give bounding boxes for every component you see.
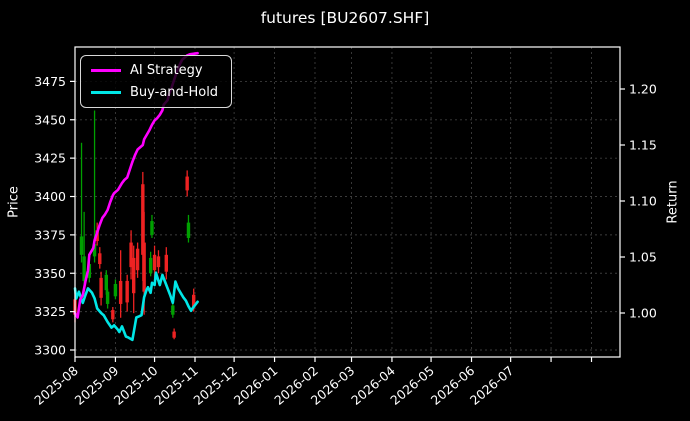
- candle-body: [150, 221, 154, 235]
- candle-body: [186, 222, 191, 238]
- candle-body: [129, 242, 133, 268]
- x-tick-label: 2026-01: [231, 363, 281, 408]
- x-tick-label: 2026-05: [387, 363, 437, 408]
- x-tick-label: 2025-10: [111, 363, 161, 408]
- candle-body: [185, 176, 189, 191]
- candle-body: [118, 280, 123, 304]
- candle-body: [105, 291, 110, 304]
- candle-body: [135, 248, 140, 271]
- candle-body: [125, 280, 129, 303]
- candle-body: [111, 310, 115, 320]
- candle-body: [156, 256, 161, 268]
- x-tick-label: 2026-07: [467, 363, 517, 408]
- candle-body: [164, 254, 169, 272]
- y-tick-label-left: 3450: [34, 112, 66, 127]
- y-tick-label-right: 1.10: [629, 194, 657, 209]
- legend: AI Strategy Buy-and-Hold: [80, 55, 233, 108]
- y-tick-label-right: 1.05: [629, 250, 657, 265]
- candle-body: [171, 305, 175, 315]
- candle-body: [191, 294, 196, 308]
- x-tick-label: 2025-08: [31, 363, 81, 408]
- candle-body: [152, 254, 157, 271]
- candle-body: [79, 236, 84, 255]
- candle-body: [141, 184, 145, 255]
- candle-body: [104, 274, 109, 291]
- candle-body: [148, 257, 153, 274]
- x-tick-label: 2025-12: [190, 363, 240, 408]
- legend-label: AI Strategy: [130, 63, 203, 78]
- legend-label: Buy-and-Hold: [130, 85, 219, 100]
- buy-and-hold-line: [73, 271, 199, 342]
- buy-and-hold-line-swatch: [91, 91, 121, 94]
- y-tick-label-right: 1.20: [629, 82, 657, 97]
- y-tick-label-left: 3300: [34, 343, 66, 358]
- candle-body: [87, 264, 92, 278]
- candle-body: [131, 257, 136, 294]
- y-tick-label-right: 1.15: [629, 138, 657, 153]
- candle-body: [82, 256, 86, 281]
- legend-item-buy-and-hold: Buy-and-Hold: [91, 85, 218, 100]
- axes-spines: [74, 46, 621, 358]
- candle-body: [172, 331, 176, 338]
- y-tick-label-left: 3475: [34, 74, 66, 89]
- y-tick-label-left: 3375: [34, 227, 66, 242]
- y-tick-label-left: 3425: [34, 151, 66, 166]
- y-tick-label-left: 3400: [34, 189, 66, 204]
- candle-body: [142, 242, 146, 292]
- chart-title: futures [BU2607.SHF]: [260, 9, 430, 27]
- candle-body: [113, 283, 118, 297]
- candle-body: [99, 277, 103, 298]
- y-tick-label-left: 3325: [34, 304, 66, 319]
- candle-body: [92, 244, 97, 257]
- ai-strategy-line-swatch: [91, 69, 121, 72]
- y-tick-label-left: 3350: [34, 266, 66, 281]
- right-axis-label: Return: [665, 180, 681, 224]
- candle-body: [98, 253, 102, 265]
- left-axis-label: Price: [6, 186, 22, 218]
- y-tick-label-right: 1.00: [629, 306, 657, 321]
- legend-item-ai-strategy: AI Strategy: [91, 63, 218, 78]
